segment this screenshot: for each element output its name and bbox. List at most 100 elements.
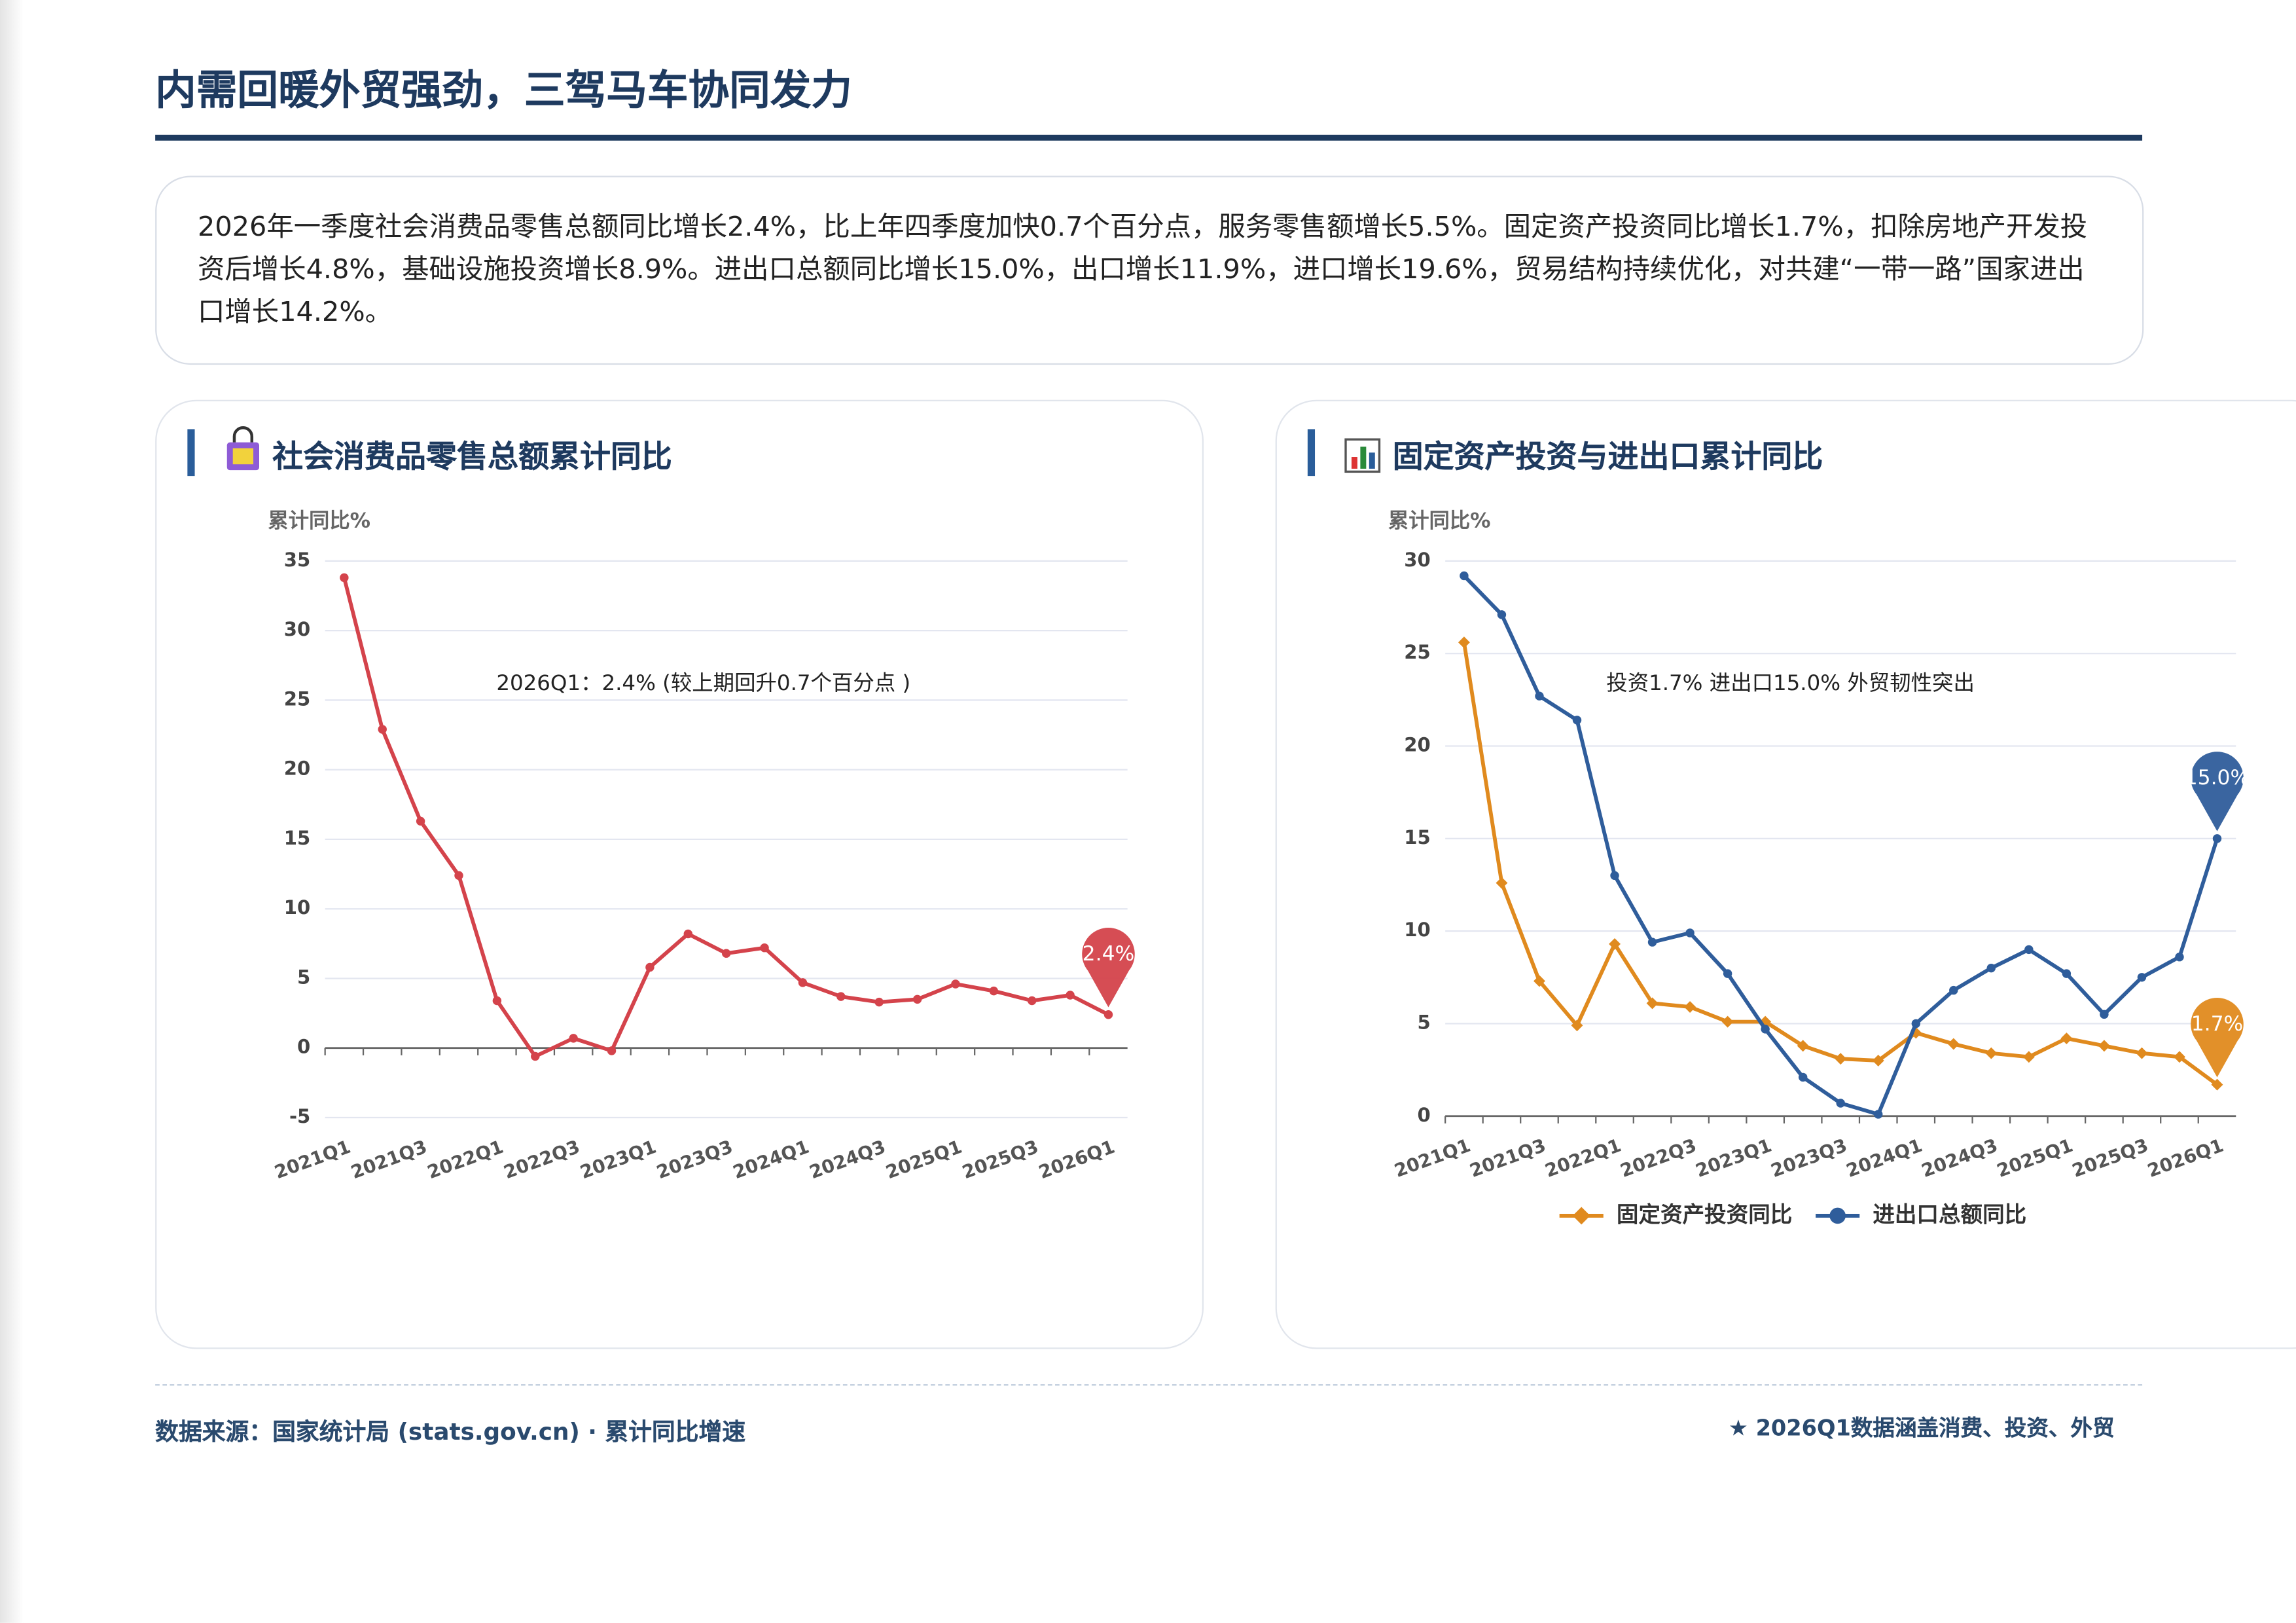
y-tick-label: 15 bbox=[284, 827, 310, 849]
data-point bbox=[989, 986, 999, 996]
data-point bbox=[1985, 1047, 1998, 1059]
data-point bbox=[721, 949, 731, 958]
y-tick-label: 10 bbox=[284, 896, 310, 919]
data-point bbox=[1947, 1038, 1960, 1050]
data-point bbox=[1458, 636, 1470, 649]
data-point bbox=[1571, 1019, 1583, 1032]
data-point bbox=[340, 573, 349, 583]
title-rule bbox=[155, 134, 2143, 141]
x-tick-label: 2022Q1 bbox=[1542, 1135, 1624, 1182]
data-point bbox=[569, 1034, 578, 1043]
annotation: 投资1.7% 进出口15.0% 外贸韧性突出 bbox=[1606, 670, 1975, 695]
x-tick-label: 2026Q1 bbox=[2145, 1135, 2227, 1182]
data-point bbox=[1721, 1015, 1734, 1028]
chart-card bbox=[1275, 399, 2296, 1349]
data-point bbox=[874, 997, 884, 1007]
y-tick-label: 35 bbox=[284, 549, 310, 571]
card-title-bar bbox=[1307, 429, 1316, 477]
data-point bbox=[2175, 952, 2184, 962]
data-point bbox=[1496, 877, 1508, 889]
x-tick-label: 2022Q1 bbox=[424, 1136, 506, 1183]
page-shade bbox=[0, 0, 24, 1623]
data-point bbox=[1647, 938, 1657, 947]
y-tick-label: 15 bbox=[1404, 826, 1430, 848]
data-point bbox=[1874, 1110, 1883, 1119]
data-point bbox=[2212, 834, 2222, 843]
data-point bbox=[683, 929, 693, 939]
data-point bbox=[1066, 991, 1075, 1000]
footer-rule bbox=[155, 1384, 2143, 1386]
data-point bbox=[1103, 1010, 1113, 1019]
data-point bbox=[607, 1046, 617, 1055]
data-point bbox=[378, 725, 387, 734]
y-tick-label: 10 bbox=[1404, 919, 1430, 941]
data-point bbox=[2024, 945, 2034, 955]
y-tick-label: 0 bbox=[1418, 1104, 1431, 1126]
data-point bbox=[1986, 963, 1996, 973]
data-point bbox=[531, 1051, 540, 1061]
data-point bbox=[912, 994, 922, 1004]
data-point bbox=[416, 816, 425, 826]
x-tick-label: 2024Q1 bbox=[730, 1136, 812, 1183]
data-point bbox=[760, 943, 769, 953]
data-point bbox=[836, 992, 846, 1001]
data-line bbox=[342, 577, 1109, 1059]
data-point bbox=[645, 962, 655, 972]
x-tick-label: 2023Q3 bbox=[654, 1136, 736, 1183]
card-title: 社会消费品零售总额累计同比 bbox=[272, 439, 672, 475]
value-pin bbox=[2191, 752, 2244, 831]
y-tick-label: 30 bbox=[284, 618, 310, 640]
y-tick-label: -5 bbox=[289, 1105, 310, 1127]
data-point bbox=[1761, 1025, 1770, 1034]
card-title-bar bbox=[187, 429, 195, 477]
data-line bbox=[1462, 574, 2219, 1116]
data-point bbox=[1028, 996, 1037, 1006]
y-tick-label: 0 bbox=[297, 1036, 310, 1058]
x-tick-label: 2023Q1 bbox=[577, 1136, 659, 1183]
data-point bbox=[2062, 969, 2072, 978]
data-point bbox=[2098, 1040, 2110, 1052]
legend-marker bbox=[1572, 1207, 1590, 1225]
x-tick-label: 2022Q3 bbox=[1617, 1135, 1699, 1182]
y-tick-label: 20 bbox=[284, 757, 310, 780]
card-title: 固定资产投资与进出口累计同比 bbox=[1392, 439, 1823, 475]
y-tick-label: 5 bbox=[1418, 1011, 1431, 1033]
data-point bbox=[1836, 1099, 1845, 1108]
data-point bbox=[1460, 571, 1469, 581]
value-pin bbox=[2191, 998, 2244, 1078]
chart-card bbox=[155, 399, 1204, 1349]
footer-note: ★ 2026Q1数据涵盖消费、投资、外贸 bbox=[1728, 1415, 2115, 1442]
x-tick-label: 2021Q3 bbox=[1467, 1135, 1549, 1182]
chart-icon bbox=[1344, 438, 1381, 473]
y-tick-label: 25 bbox=[284, 687, 310, 710]
data-point bbox=[1949, 985, 1958, 995]
data-point bbox=[798, 978, 808, 987]
value-pin bbox=[1082, 928, 1135, 1008]
x-tick-label: 2025Q1 bbox=[883, 1136, 965, 1183]
data-point bbox=[492, 996, 502, 1006]
legend-marker bbox=[1829, 1207, 1846, 1224]
y-tick-label: 20 bbox=[1404, 734, 1430, 756]
x-tick-label: 2021Q1 bbox=[1391, 1135, 1473, 1182]
y-tick-label: 30 bbox=[1404, 549, 1430, 571]
data-point bbox=[1798, 1072, 1808, 1082]
shopping-icon bbox=[226, 426, 259, 471]
data-point bbox=[1572, 716, 1582, 725]
page-title: 内需回暖外贸强劲，三驾马车协同发力 bbox=[155, 65, 853, 115]
y-axis-label: 累计同比% bbox=[1388, 509, 1491, 532]
y-axis-label: 累计同比% bbox=[268, 509, 370, 532]
data-point bbox=[1610, 871, 1619, 881]
value-label: 15.0% bbox=[2185, 766, 2250, 790]
legend-label: 进出口总额同比 bbox=[1873, 1201, 2026, 1227]
x-tick-label: 2024Q3 bbox=[806, 1136, 888, 1183]
x-tick-label: 2023Q3 bbox=[1768, 1135, 1850, 1182]
x-tick-label: 2025Q3 bbox=[960, 1136, 1041, 1183]
value-label: 2.4% bbox=[1083, 942, 1135, 966]
x-tick-label: 2026Q1 bbox=[1036, 1136, 1118, 1183]
data-point bbox=[1911, 1019, 1920, 1029]
x-tick-label: 2025Q3 bbox=[2070, 1135, 2151, 1182]
x-tick-label: 2025Q1 bbox=[1994, 1135, 2075, 1182]
data-point bbox=[1835, 1053, 1847, 1065]
x-tick-label: 2021Q1 bbox=[272, 1136, 353, 1183]
